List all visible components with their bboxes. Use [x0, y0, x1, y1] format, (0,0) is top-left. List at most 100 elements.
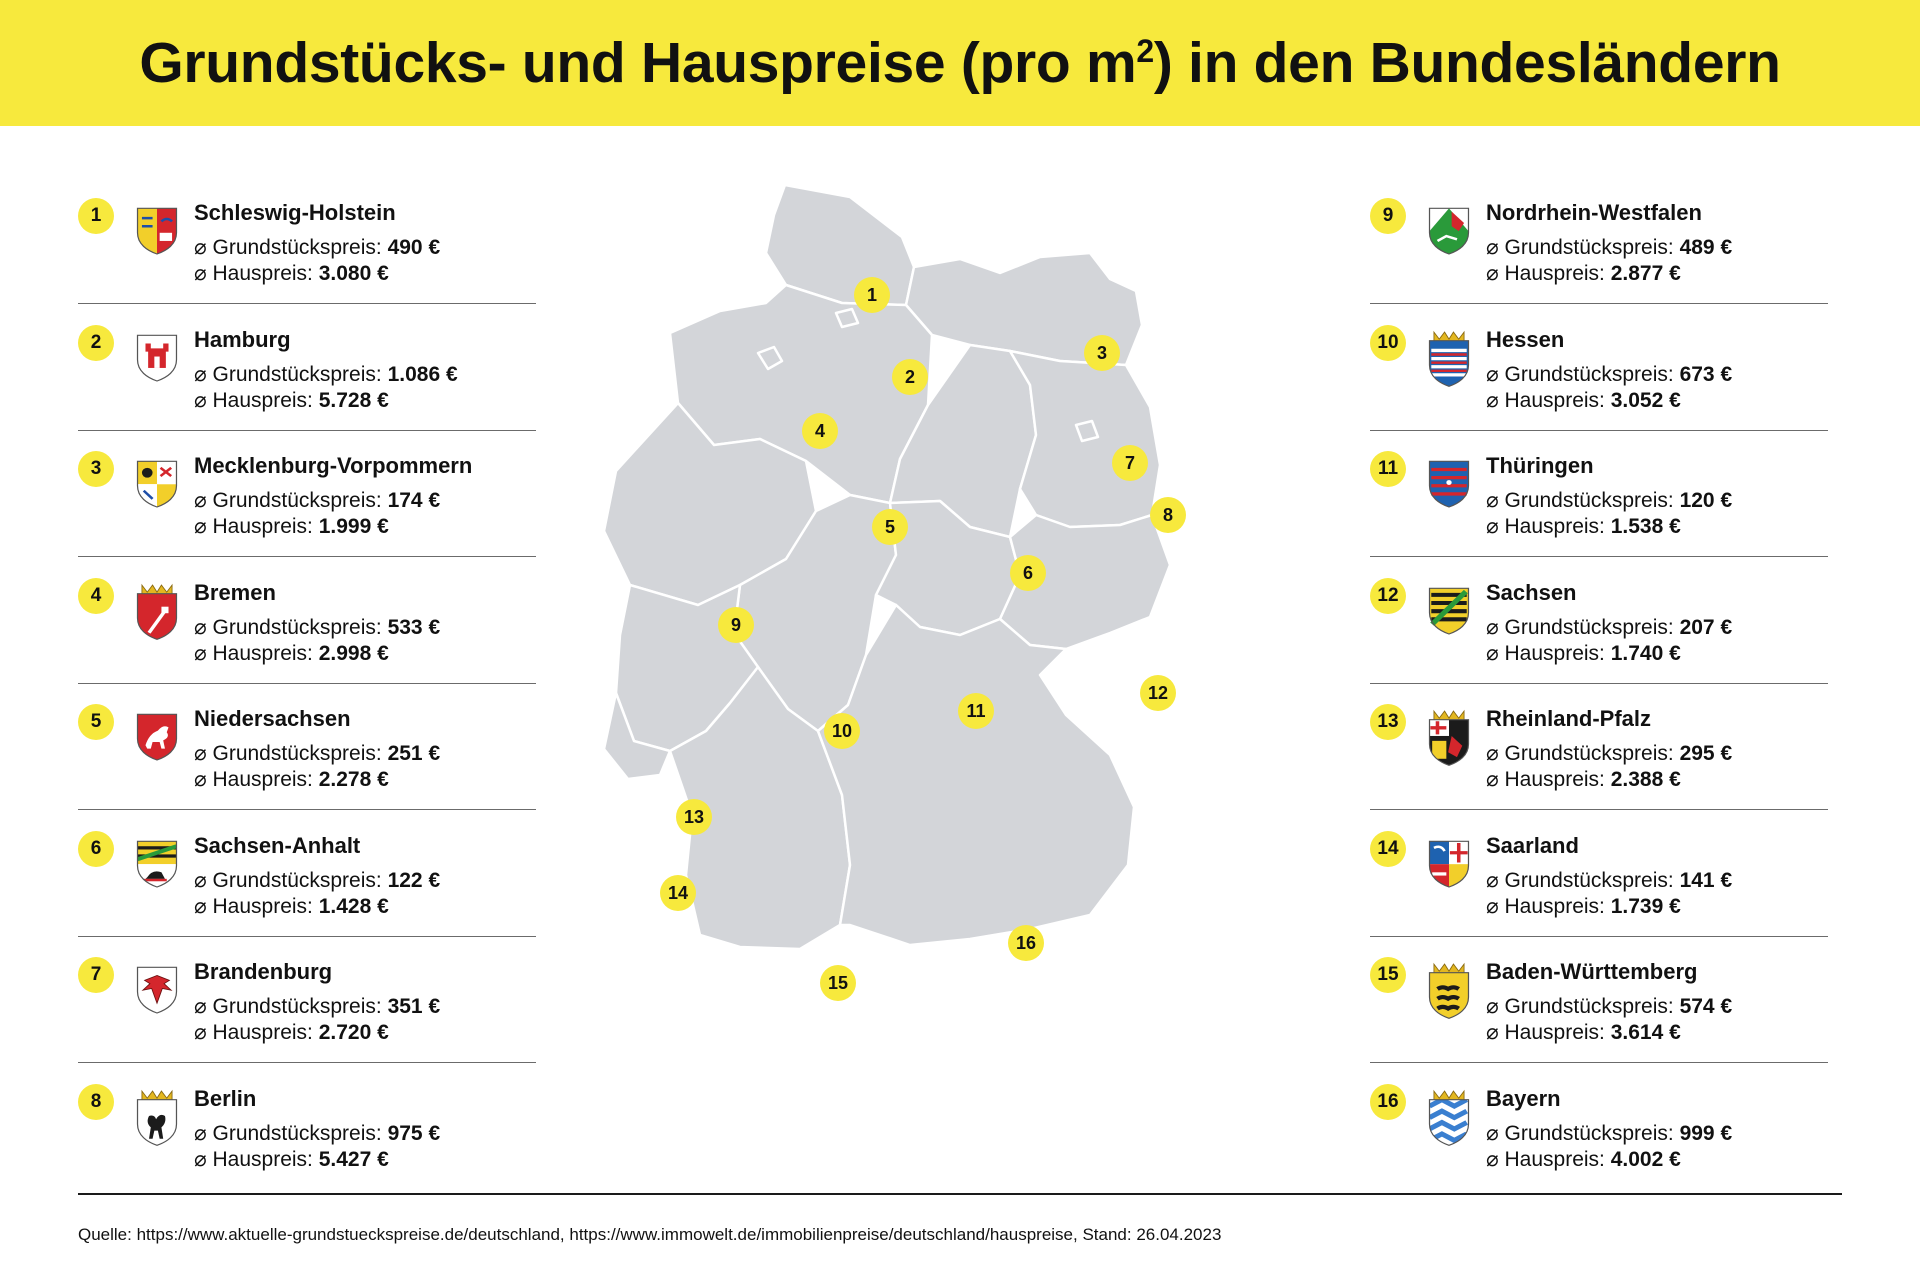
bayern-crest-icon: [1422, 1084, 1476, 1146]
entry-divider: [78, 809, 536, 810]
region-sachsen-anhalt: [888, 343, 1038, 539]
land-price-value: 120 €: [1679, 489, 1733, 512]
entry-divider: [78, 1062, 536, 1063]
land-price-line: ⌀ Grundstückspreis: 1.086 €: [194, 362, 458, 386]
land-price-value: 141 €: [1679, 868, 1733, 892]
house-price-line: ⌀ Hauspreis: 3.080 €: [194, 262, 389, 285]
sachsen-anhalt-crest-icon: [130, 831, 184, 893]
entry-divider: [1370, 1062, 1828, 1063]
land-price-line: ⌀ Grundstückspreis: 999 €: [1486, 1121, 1733, 1145]
state-number-badge: 3: [78, 451, 114, 487]
state-number-badge: 9: [1370, 198, 1406, 234]
land-price-line: ⌀ Grundstückspreis: 122 €: [194, 868, 441, 892]
house-price-value: 2.388 €: [1610, 768, 1681, 791]
house-price-value: 2.877 €: [1610, 262, 1681, 285]
state-entry: 11 Thüringen ⌀ Grundstückspreis: 120 € ⌀ Ha…: [1370, 451, 1830, 577]
house-price-line: ⌀ Hauspreis: 4.002 €: [1486, 1147, 1681, 1171]
entry-divider: [1370, 935, 1828, 937]
state-entry: 1 Schleswig-Holstein ⌀ Grundstückspreis: 4…: [78, 198, 538, 324]
land-price-line: ⌀ Grundstückspreis: 533 €: [194, 615, 441, 639]
map-marker-3: 3: [1084, 335, 1120, 371]
land-price-value: 351 €: [387, 995, 441, 1018]
house-price-value: 1.538 €: [1610, 515, 1681, 538]
state-name: Bayern: [1486, 1085, 1561, 1111]
land-price-value: 490 €: [387, 236, 441, 259]
region-bremen: [756, 345, 784, 371]
rheinland-pfalz-crest-icon: [1422, 704, 1476, 766]
house-price-value: 1.428 €: [318, 894, 389, 918]
state-entry: 14 Saarland ⌀ Grundstückspreis: 141 € ⌀ Hau…: [1370, 830, 1830, 957]
state-entry: 5 Niedersachsen ⌀ Grundstückspreis: 251 € ⌀…: [78, 704, 538, 830]
berlin-crest-icon: [130, 1084, 184, 1146]
land-price-line: ⌀ Grundstückspreis: 120 €: [1486, 489, 1733, 512]
map-marker-15: 15: [820, 965, 856, 1001]
entry-divider: [78, 682, 536, 684]
mecklenburg-vorpommern-crest-icon: [130, 451, 184, 513]
house-price-line: ⌀ Hauspreis: 3.614 €: [1486, 1021, 1681, 1044]
hamburg-crest-icon: [130, 325, 184, 387]
house-price-line: ⌀ Hauspreis: 2.998 €: [194, 641, 389, 665]
state-number-badge: 6: [78, 830, 114, 867]
land-price-line: ⌀ Grundstückspreis: 251 €: [194, 742, 441, 765]
entry-divider: [1370, 429, 1828, 431]
map-marker-6: 6: [1010, 555, 1046, 591]
state-name: Sachsen: [1486, 579, 1577, 605]
map-marker-1: 1: [854, 277, 890, 313]
state-entry: 2 Hamburg ⌀ Grundstückspreis: 1.086 € ⌀ Hau…: [78, 324, 538, 451]
nordrhein-westfalen-crest-icon: [1422, 198, 1476, 260]
germany-map: 1 2 3 4 5 6 7 8 9 10 11 12 13 14 15 16: [590, 175, 1310, 1155]
state-number-badge: 15: [1370, 957, 1406, 993]
state-name: Berlin: [194, 1085, 257, 1111]
map-marker-9: 9: [718, 607, 754, 643]
house-price-value: 5.427 €: [318, 1147, 389, 1171]
land-price-value: 174 €: [387, 489, 441, 512]
entry-divider: [78, 429, 536, 431]
state-name: Schleswig-Holstein: [194, 200, 396, 225]
land-price-line: ⌀ Grundstückspreis: 351 €: [194, 995, 441, 1018]
source-note: Quelle: https://www.aktuelle-grundstueck…: [78, 1225, 1222, 1244]
map-marker-12: 12: [1140, 675, 1176, 711]
state-name: Saarland: [1486, 832, 1579, 858]
house-price-line: ⌀ Hauspreis: 2.278 €: [194, 768, 389, 791]
house-price-line: ⌀ Hauspreis: 1.538 €: [1486, 515, 1681, 538]
state-entry: 15 Baden-Württemberg ⌀ Grundstückspreis: 5…: [1370, 957, 1830, 1083]
germany-map-shape: [602, 183, 1172, 951]
state-name: Bremen: [194, 579, 276, 605]
house-price-value: 5.728 €: [318, 388, 389, 412]
state-name: Thüringen: [1486, 453, 1594, 478]
house-price-value: 1.999 €: [318, 515, 389, 538]
state-number-badge: 11: [1370, 451, 1406, 487]
entry-divider: [1370, 682, 1828, 684]
state-name: Brandenburg: [194, 959, 333, 984]
region-bayern: [816, 603, 1136, 947]
land-price-value: 207 €: [1679, 615, 1733, 639]
state-number-badge: 1: [78, 198, 114, 234]
house-price-line: ⌀ Hauspreis: 1.739 €: [1486, 894, 1681, 918]
schleswig-holstein-crest-icon: [130, 198, 184, 260]
state-entry: 9 Nordrhein-Westfalen ⌀ Grundstückspreis: …: [1370, 198, 1830, 324]
land-price-line: ⌀ Grundstückspreis: 141 €: [1486, 868, 1733, 892]
state-name: Nordrhein-Westfalen: [1486, 200, 1702, 225]
house-price-value: 2.720 €: [318, 1021, 389, 1044]
state-entry: 8 Berlin ⌀ Grundstückspreis: 975 € ⌀ Hauspr…: [78, 1083, 538, 1210]
land-price-value: 1.086 €: [387, 362, 458, 386]
house-price-line: ⌀ Hauspreis: 1.999 €: [194, 515, 389, 538]
map-marker-10: 10: [824, 713, 860, 749]
house-price-value: 2.998 €: [318, 641, 389, 665]
state-name: Sachsen-Anhalt: [194, 832, 361, 858]
title-banner: Grundstücks- und Hauspreise (pro m2) in …: [0, 0, 1920, 126]
entry-divider: [1370, 303, 1828, 304]
state-number-badge: 7: [78, 957, 114, 993]
state-number-badge: 8: [78, 1083, 114, 1120]
map-marker-7: 7: [1112, 445, 1148, 481]
state-number-badge: 5: [78, 704, 114, 740]
land-price-value: 533 €: [387, 615, 441, 639]
land-price-line: ⌀ Grundstückspreis: 673 €: [1486, 362, 1733, 386]
state-entry: 7 Brandenburg ⌀ Grundstückspreis: 351 € ⌀ H…: [78, 957, 538, 1083]
map-marker-16: 16: [1008, 925, 1044, 961]
map-marker-13: 13: [676, 799, 712, 835]
map-marker-11: 11: [958, 693, 994, 729]
state-name: Mecklenburg-Vorpommern: [194, 453, 473, 478]
land-price-value: 295 €: [1679, 742, 1733, 765]
region-saarland: [602, 691, 672, 781]
